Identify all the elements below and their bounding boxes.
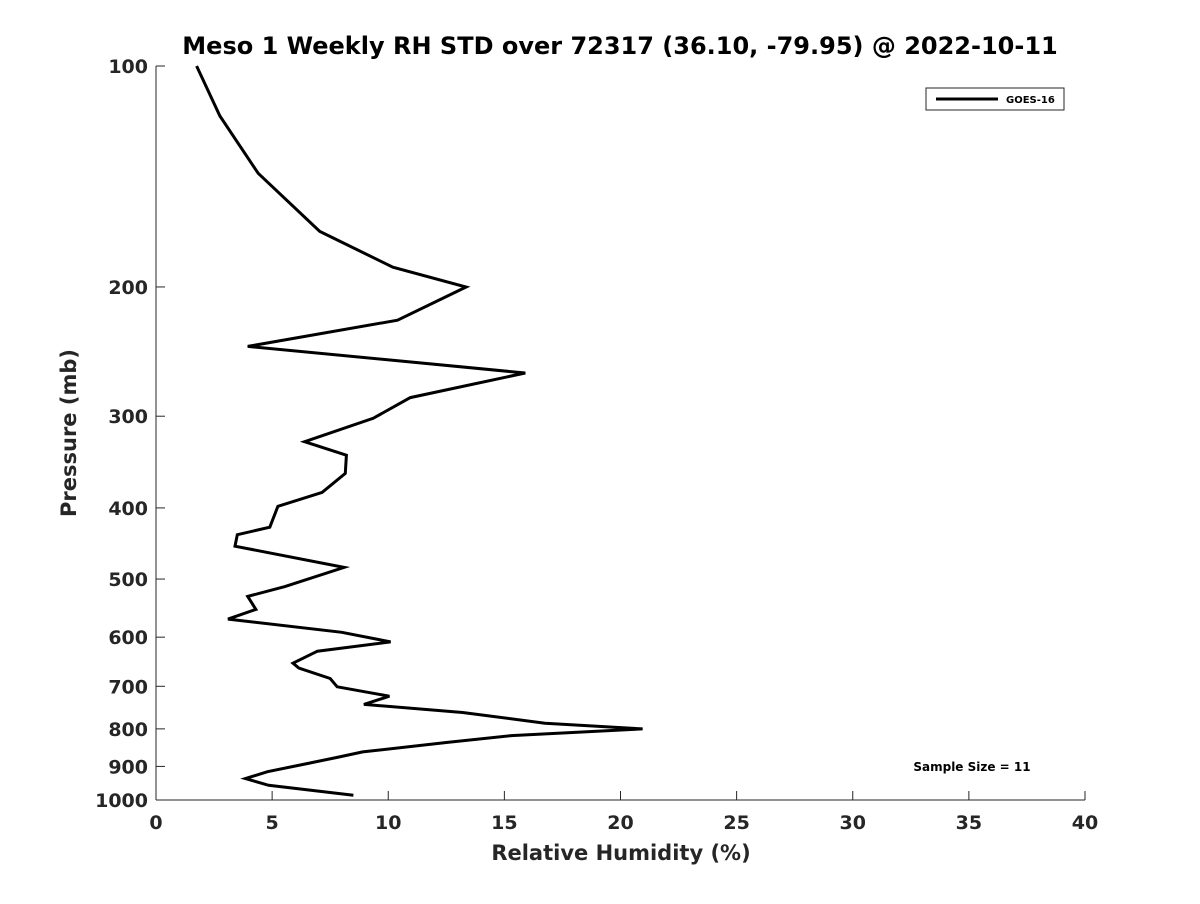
y-tick-label: 400 [108, 498, 148, 520]
x-tick-label: 25 [723, 812, 749, 834]
x-tick-label: 15 [491, 812, 517, 834]
x-tick-label: 20 [607, 812, 633, 834]
x-tick-label: 30 [840, 812, 866, 834]
series-line-goes-16 [195, 65, 643, 797]
legend: GOES-16 [925, 87, 1065, 111]
y-tick-label: 600 [108, 627, 148, 649]
sample-size-annotation: Sample Size = 11 [913, 760, 1030, 774]
chart-title: Meso 1 Weekly RH STD over 72317 (36.10, … [182, 32, 1057, 60]
x-tick-label: 35 [956, 812, 982, 834]
y-tick-label: 900 [108, 756, 148, 778]
y-tick-label: 800 [108, 719, 148, 741]
y-tick-label: 500 [108, 569, 148, 591]
axes: 0 5 10 15 20 25 30 35 40 100 200 300 400 500 600 700 800… [95, 56, 1098, 834]
x-tick-label: 40 [1072, 812, 1098, 834]
y-tick-label: 200 [108, 277, 148, 299]
y-tick-label: 700 [108, 676, 148, 698]
plot-area [195, 65, 643, 797]
y-tick-label: 300 [108, 406, 148, 428]
x-tick-label: 5 [266, 812, 279, 834]
y-axis-label: Pressure (mb) [57, 349, 81, 517]
y-tick-label: 100 [108, 56, 148, 78]
legend-label-goes-16: GOES-16 [1006, 95, 1055, 106]
y-tick-label: 1000 [95, 790, 148, 812]
x-tick-label: 10 [375, 812, 401, 834]
x-axis-label: Relative Humidity (%) [491, 841, 750, 865]
x-tick-label: 0 [149, 812, 162, 834]
